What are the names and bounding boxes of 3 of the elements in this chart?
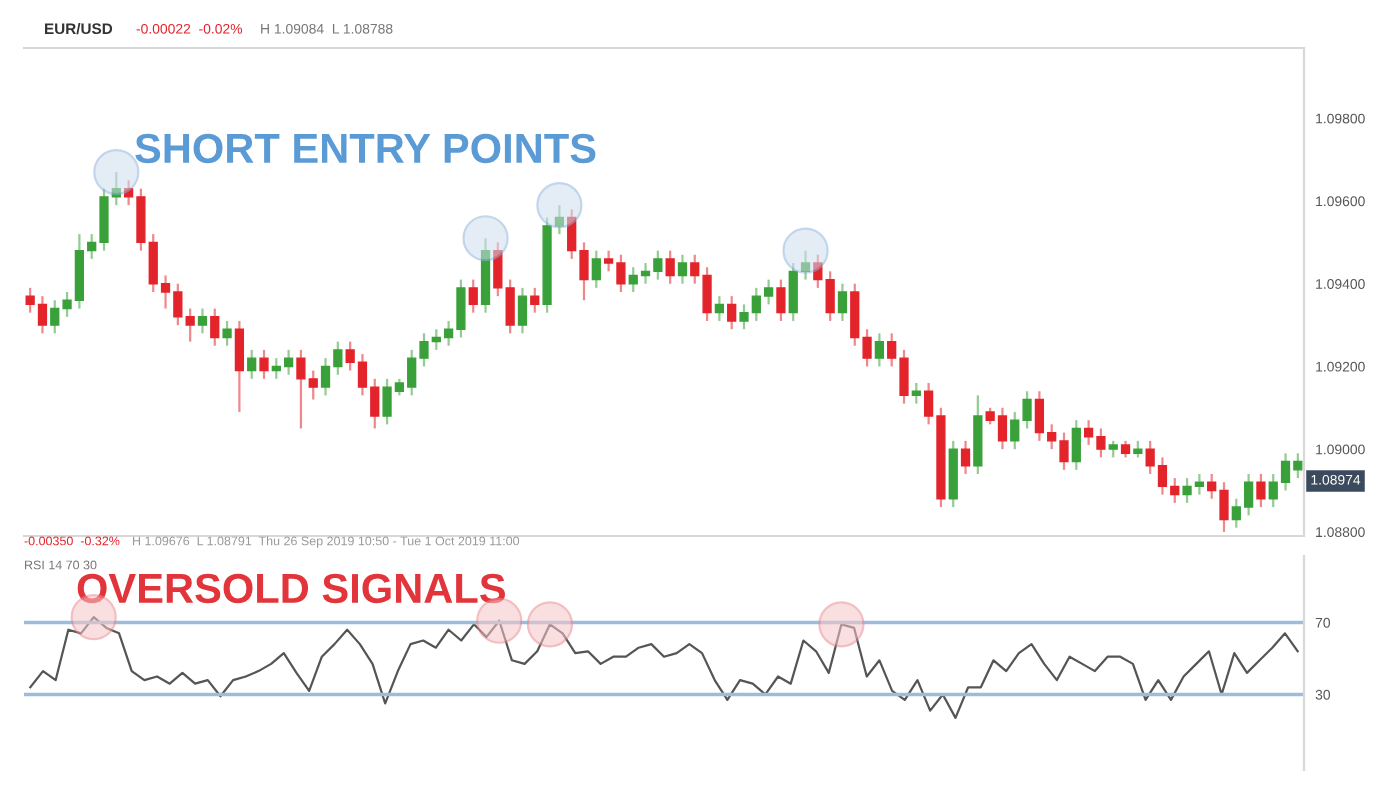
candlestick: [1120, 439, 1131, 459]
annotation: OVERSOLD SIGNALS: [77, 573, 505, 604]
annotation: SHORT ENTRY POINTS: [135, 133, 596, 164]
